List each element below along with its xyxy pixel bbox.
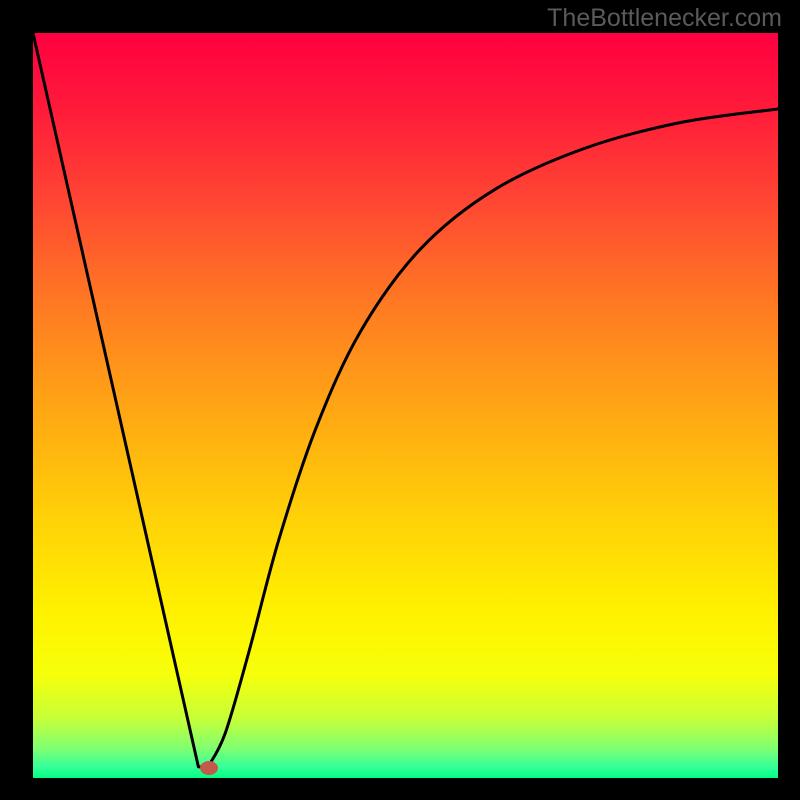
watermark-text: TheBottlenecker.com [547, 4, 782, 33]
curve-path [33, 33, 778, 767]
chart-stage: TheBottlenecker.com [0, 0, 800, 800]
plot-area [33, 33, 778, 778]
bottleneck-curve [33, 33, 778, 778]
